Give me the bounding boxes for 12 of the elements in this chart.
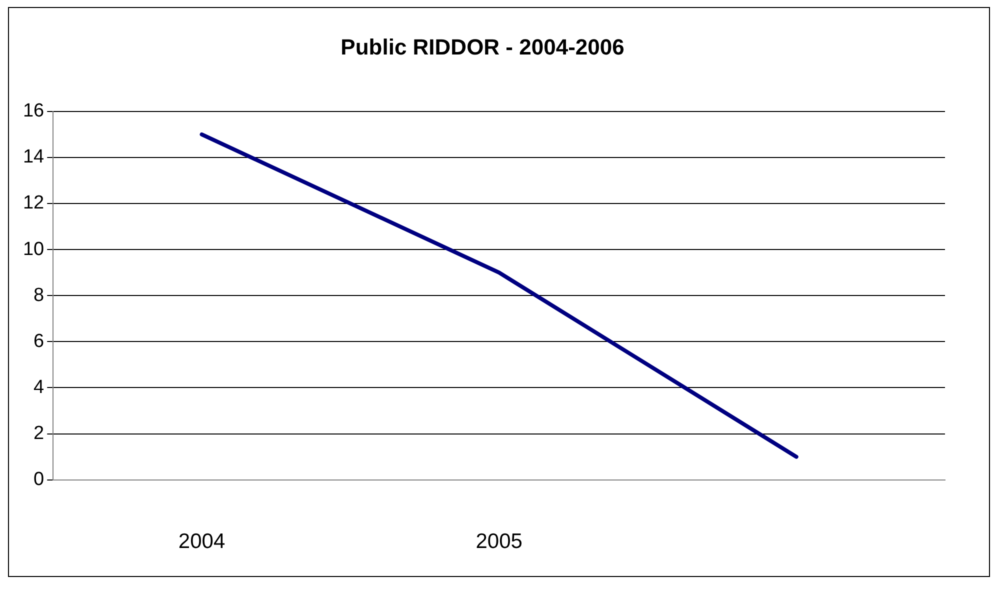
- y-tick-label: 6: [34, 330, 44, 352]
- y-tick-label: 10: [22, 238, 44, 260]
- chart-title: Public RIDDOR - 2004-2006: [340, 34, 624, 60]
- x-tick-label: 2005: [476, 530, 522, 554]
- y-tick-label: 4: [34, 376, 45, 398]
- y-tick-label: 16: [22, 100, 44, 122]
- y-tick-label: 12: [22, 192, 44, 214]
- y-tick-label: 0: [34, 469, 44, 490]
- y-tick-label: 8: [34, 284, 44, 306]
- y-tick-label: 14: [22, 146, 45, 168]
- y-tick-label: 2: [34, 422, 44, 444]
- x-tick-label: 2004: [178, 530, 226, 554]
